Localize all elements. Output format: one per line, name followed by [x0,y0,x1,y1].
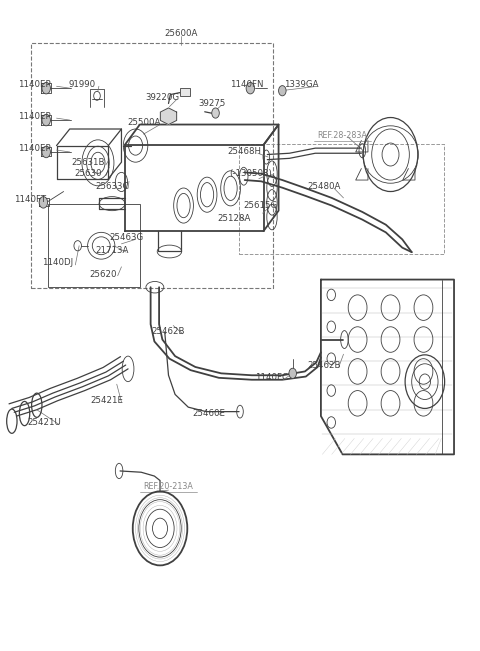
Text: 39220G: 39220G [145,92,180,102]
Text: 25462B: 25462B [152,327,185,337]
Text: 25615G: 25615G [243,201,277,210]
Polygon shape [160,108,177,124]
Text: 1140FT: 1140FT [13,195,46,204]
Text: 25421E: 25421E [91,396,124,406]
Text: 25468H: 25468H [228,147,262,156]
Text: 1339GA: 1339GA [284,80,318,89]
Text: 25463G: 25463G [109,233,144,242]
Circle shape [42,146,50,158]
Text: REF.20-213A: REF.20-213A [144,482,193,491]
Text: 25462B: 25462B [307,361,340,370]
Text: 25600A: 25600A [165,29,198,38]
Bar [180,88,190,96]
Bar [31,43,273,288]
Circle shape [212,108,219,118]
Text: 25633C: 25633C [96,182,129,191]
Circle shape [42,83,50,94]
Text: REF.28-283A: REF.28-283A [318,131,368,140]
Text: 1140EP: 1140EP [18,80,51,89]
Bar [239,145,444,254]
Circle shape [39,197,48,208]
Text: 91990: 91990 [69,80,96,89]
Text: 25460E: 25460E [192,409,225,418]
Text: 25480A: 25480A [307,182,340,191]
Text: 25421U: 25421U [27,418,61,427]
Text: 39275: 39275 [198,99,226,108]
Text: 25128A: 25128A [217,214,251,223]
Bar [48,204,140,287]
Circle shape [289,368,297,378]
Text: 25631B: 25631B [72,158,105,167]
Circle shape [42,115,50,126]
Text: (-130508): (-130508) [229,169,272,178]
Text: 1140FN: 1140FN [230,80,264,89]
Text: 21713A: 21713A [96,245,129,255]
Text: 1140EP: 1140EP [18,144,51,152]
Text: 1140DJ: 1140DJ [42,258,73,268]
Circle shape [278,86,286,96]
Text: 1140EP: 1140EP [18,112,51,120]
Text: 25620: 25620 [89,270,116,279]
Text: 25500A: 25500A [127,118,160,127]
Text: 25630: 25630 [75,169,102,178]
Circle shape [246,83,254,94]
Text: 1140FC: 1140FC [255,373,288,382]
